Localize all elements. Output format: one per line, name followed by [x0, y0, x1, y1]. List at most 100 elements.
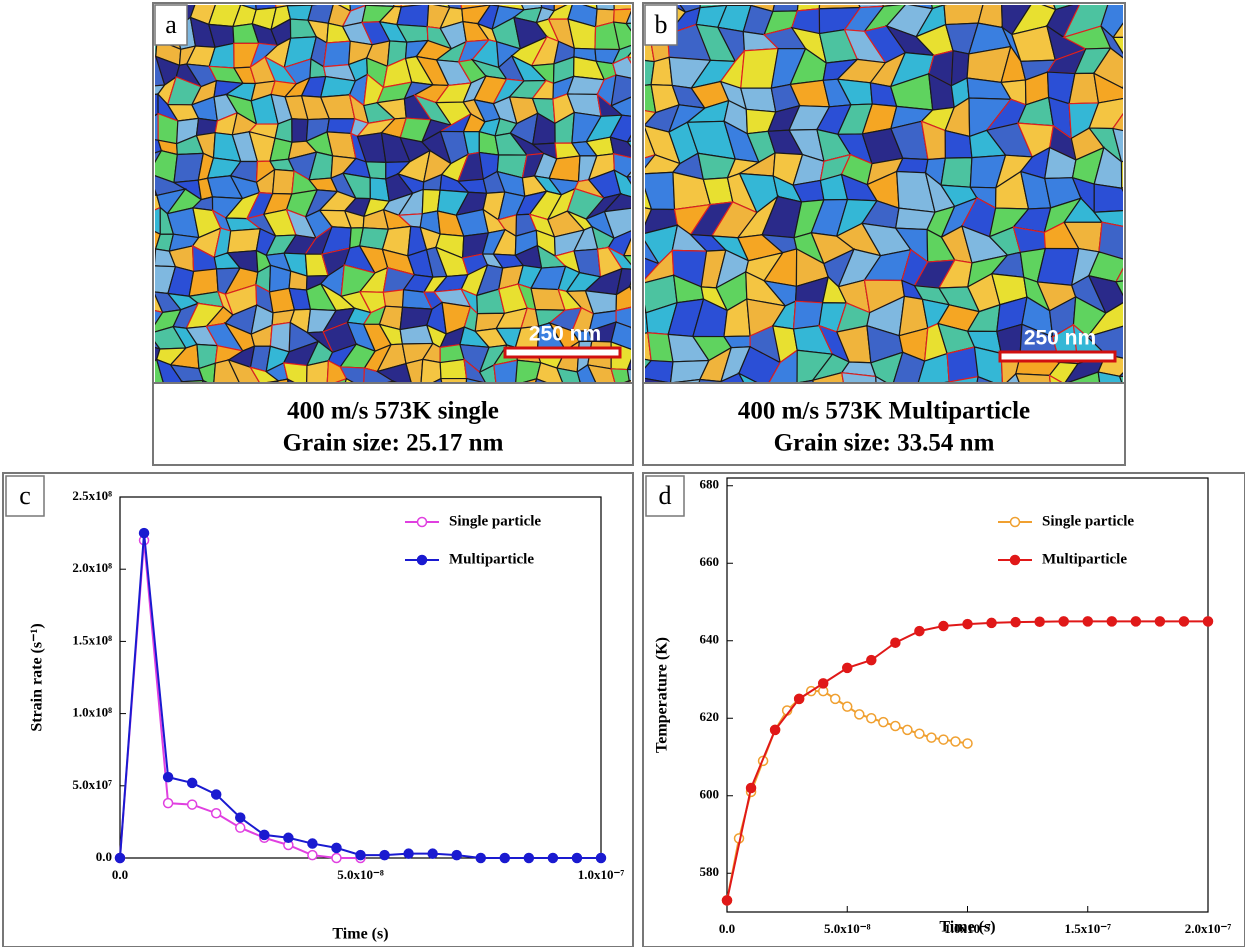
- grain: [1126, 198, 1148, 227]
- grain: [645, 359, 674, 383]
- y-tick-label: 660: [700, 554, 720, 569]
- grain: [602, 193, 631, 213]
- point: [138, 527, 150, 539]
- point: [114, 852, 126, 864]
- point: [355, 849, 366, 861]
- grain: [478, 364, 497, 383]
- label-box: [5, 475, 45, 517]
- grain: [739, 87, 777, 113]
- point: [451, 849, 462, 861]
- grain: [1148, 131, 1171, 159]
- point: [938, 620, 949, 632]
- grain: [612, 21, 631, 51]
- grain: [1148, 177, 1185, 211]
- y-tick-label: 2.0x10⁸: [72, 560, 112, 575]
- grain: [841, 371, 877, 383]
- grain: [622, 237, 631, 257]
- point: [829, 693, 841, 705]
- grain: [1151, 250, 1183, 285]
- point: [1106, 616, 1118, 627]
- grain: [439, 358, 468, 380]
- grain: [628, 285, 631, 291]
- point: [769, 724, 781, 736]
- y-tick-label: 2.5x10⁸: [72, 488, 112, 503]
- legend-label: Single particle: [449, 513, 541, 529]
- point: [793, 693, 805, 705]
- point: [1082, 616, 1093, 627]
- point: [499, 852, 511, 864]
- grain: [135, 266, 155, 292]
- legend-marker: [1009, 516, 1021, 528]
- grain: [603, 207, 631, 240]
- point: [235, 812, 246, 823]
- grain: [645, 257, 660, 280]
- grain: [1146, 49, 1178, 82]
- grain: [1114, 267, 1123, 283]
- label-box: [645, 475, 685, 517]
- point: [854, 709, 865, 720]
- y-axis-title: Strain rate (s⁻¹): [29, 623, 46, 731]
- legend-marker: [416, 516, 428, 528]
- grain: [610, 74, 631, 107]
- grain: [610, 96, 631, 117]
- grain: [626, 358, 631, 371]
- point: [331, 842, 342, 854]
- point: [162, 797, 174, 809]
- grain: [1148, 101, 1185, 135]
- grain: [1146, 82, 1185, 103]
- grain: [1147, 277, 1178, 309]
- grain: [291, 118, 309, 143]
- point: [914, 625, 925, 637]
- legend-marker: [416, 554, 428, 566]
- grain: [519, 377, 538, 383]
- grain: [1086, 325, 1123, 359]
- point: [1058, 616, 1069, 627]
- grain: [1137, 198, 1185, 224]
- grain: [609, 136, 631, 159]
- point: [745, 782, 757, 794]
- grain: [322, 40, 351, 68]
- x-tick-label: 2.0x10⁻⁷: [1185, 921, 1232, 936]
- grain: [1092, 47, 1123, 89]
- grain: [1069, 0, 1110, 2]
- grain: [940, 157, 973, 188]
- grain: [1112, 127, 1123, 163]
- point: [210, 807, 222, 819]
- point: [1010, 616, 1021, 628]
- y-axis-title: Temperature (K): [654, 637, 671, 753]
- point: [379, 849, 390, 861]
- grain: [976, 375, 996, 383]
- grain: [1120, 187, 1123, 192]
- grain: [615, 306, 631, 329]
- panel-label: d: [659, 481, 672, 510]
- grain: [396, 5, 430, 28]
- grain: [626, 55, 631, 64]
- grain: [463, 358, 487, 383]
- point: [283, 832, 294, 844]
- grain: [440, 377, 468, 383]
- grain: [1087, 274, 1123, 314]
- x-tick-label: 5.0x10⁻⁸: [824, 921, 871, 936]
- x-tick-label: 0.0: [112, 867, 128, 882]
- y-tick-label: 1.0x10⁸: [72, 705, 112, 720]
- grain: [1149, 351, 1173, 377]
- grain: [1137, 303, 1178, 329]
- point: [523, 852, 535, 864]
- grain: [626, 134, 631, 143]
- grain: [1152, 0, 1174, 13]
- legend-label: Single particle: [1042, 513, 1134, 529]
- grain: [895, 157, 929, 174]
- grain: [1097, 371, 1123, 383]
- grain: [892, 351, 926, 383]
- point: [307, 838, 318, 849]
- point: [186, 799, 198, 810]
- grain: [155, 206, 161, 236]
- point: [1178, 616, 1190, 627]
- panel-frame: [642, 472, 1245, 947]
- grain: [155, 112, 159, 141]
- grain: [227, 358, 261, 383]
- grain: [586, 364, 616, 383]
- grain: [973, 346, 1004, 383]
- grain: [306, 360, 330, 383]
- grain: [282, 362, 308, 383]
